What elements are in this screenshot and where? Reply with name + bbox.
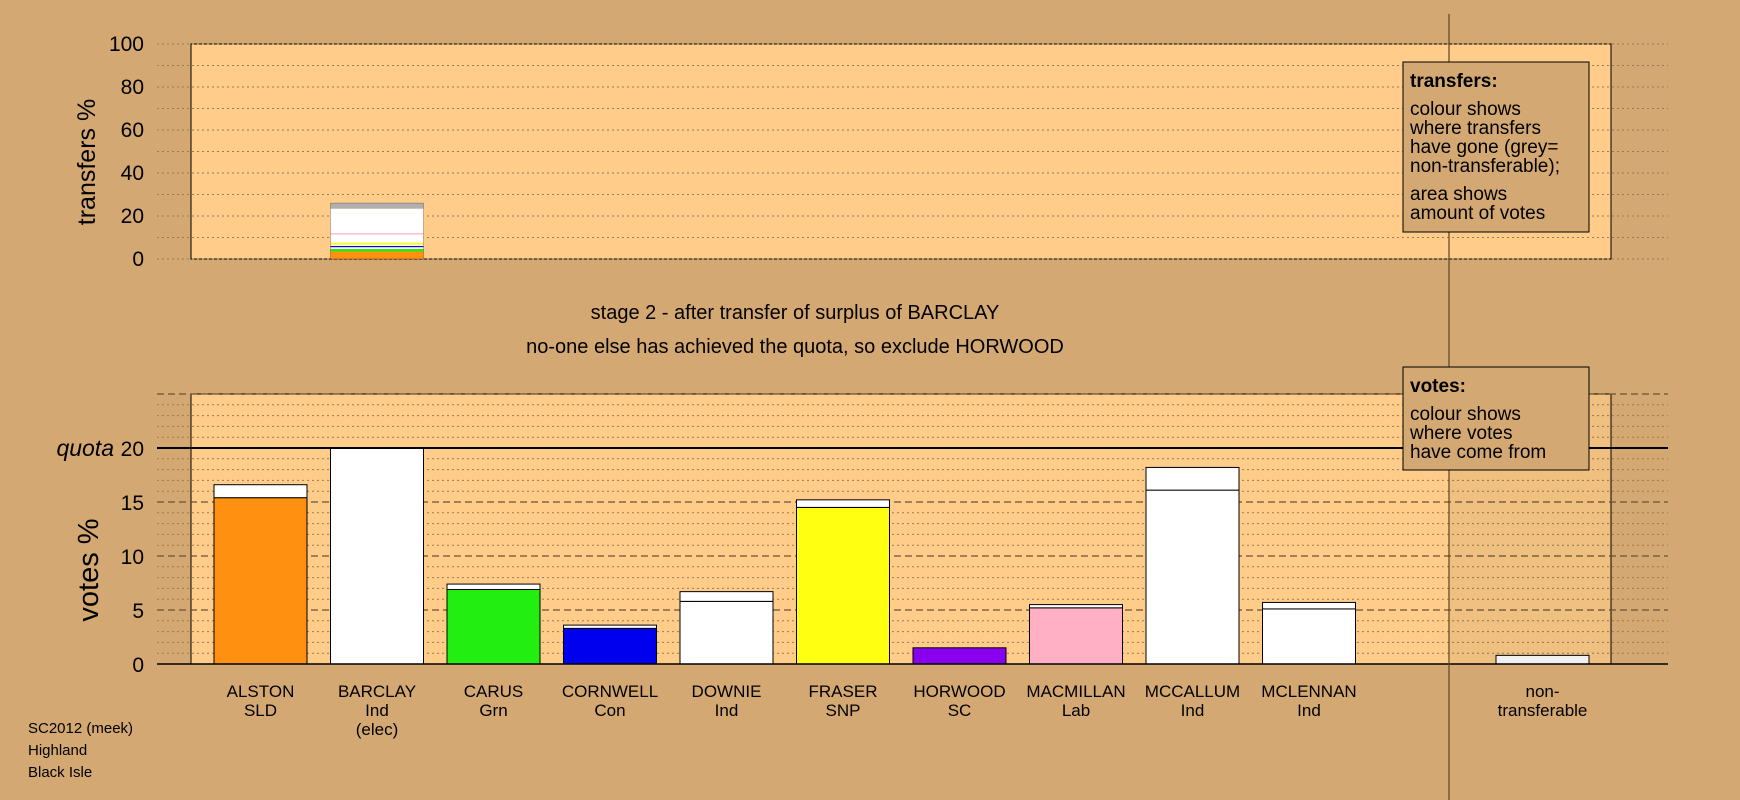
votes-transfer-segment — [1145, 466, 1240, 491]
transfers-legend-line: area shows — [1410, 184, 1507, 205]
votes-bar — [796, 506, 890, 665]
transfer-segment — [330, 247, 424, 249]
transfers-y-ticks: 0 20 40 60 80 100 — [109, 33, 144, 271]
transfers-y-tick-label: 0 — [132, 248, 144, 271]
votes-plot-area — [190, 393, 1612, 665]
transfers-legend: transfers: colour shows where transfers … — [1402, 61, 1590, 233]
transfer-segment — [330, 234, 424, 243]
footer: SC2012 (meek) Highland Black Isle — [28, 718, 133, 784]
votes-y-tick-label: 10 — [121, 546, 144, 569]
transfers-y-axis-label: transfers % — [73, 99, 101, 225]
votes-y-tick-label: 15 — [121, 492, 144, 515]
footer-election: SC2012 (meek) — [28, 720, 134, 737]
votes-bar — [563, 627, 657, 665]
non-transferable-label: non- — [1525, 682, 1559, 701]
votes-bar — [1145, 489, 1240, 665]
candidate-party-label: Con — [594, 701, 625, 720]
votes-y-tick-label: 0 — [132, 654, 144, 677]
transfers-y-tick-label: 60 — [121, 119, 144, 142]
candidate-name-label: ALSTON — [227, 682, 295, 701]
votes-y-axis-label: votes % — [73, 518, 105, 621]
candidate-party-label: SC — [948, 701, 972, 720]
votes-bar — [912, 647, 1007, 665]
transfer-segment — [330, 233, 424, 235]
transfers-legend-box — [1402, 61, 1590, 233]
votes-bar — [330, 447, 424, 665]
transfers-legend-line: amount of votes — [1410, 203, 1545, 224]
transfers-y-tick-label: 100 — [109, 33, 144, 56]
transfers-y-tick-label: 40 — [121, 162, 144, 185]
candidate-party-label: Ind — [715, 701, 739, 720]
votes-legend-line: where votes — [1409, 423, 1512, 444]
votes-transfer-segment — [1262, 601, 1356, 610]
quota-label: quota — [56, 435, 114, 461]
transfers-legend-line: where transfers — [1409, 118, 1541, 139]
votes-legend-title: votes: — [1410, 376, 1466, 397]
transfer-bar-outline — [330, 202, 424, 260]
votes-legend-box — [1402, 366, 1590, 471]
candidate-name-label: BARCLAY — [338, 682, 416, 701]
votes-legend-line: colour shows — [1410, 404, 1521, 425]
transfers-legend-title: transfers: — [1410, 71, 1498, 92]
stage-subtitle: no-one else has achieved the quota, so e… — [526, 336, 1064, 358]
candidate-name-label: CARUS — [464, 682, 524, 701]
votes-y-tick-label: 5 — [132, 600, 144, 623]
non-transferable-label: transferable — [1498, 701, 1588, 720]
candidate-name-label: MCLENNAN — [1261, 682, 1356, 701]
candidate-party-label: Grn — [479, 701, 507, 720]
votes-bar — [1262, 608, 1356, 665]
votes-bars — [213, 447, 1590, 665]
transfers-legend-line: non-transferable); — [1410, 156, 1560, 177]
transfer-segment — [330, 251, 424, 259]
votes-transfer-segment — [796, 499, 890, 508]
candidate-name-label: MCCALLUM — [1145, 682, 1240, 701]
candidate-name-label: DOWNIE — [692, 682, 762, 701]
candidate-status-label: (elec) — [356, 720, 399, 739]
transfer-segment — [330, 245, 424, 248]
transfer-segment — [330, 213, 424, 234]
candidate-name-label: FRASER — [809, 682, 878, 701]
candidate-party-label: Ind — [365, 701, 389, 720]
votes-y-ticks: 0 5 10 15 20 — [121, 438, 144, 677]
transfer-segment — [330, 248, 424, 252]
transfers-bars — [330, 202, 424, 260]
votes-bar — [213, 497, 308, 665]
votes-transfer-segment — [213, 484, 308, 499]
candidate-party-label: Lab — [1062, 701, 1090, 720]
transfers-y-tick-label: 80 — [121, 76, 144, 99]
candidate-party-label: SNP — [826, 701, 861, 720]
transfer-segment — [330, 208, 424, 214]
votes-legend-line: have come from — [1410, 442, 1546, 463]
votes-x-labels: ALSTONSLDBARCLAYInd(elec)CARUSGrnCORNWEL… — [227, 682, 1588, 739]
candidate-name-label: MACMILLAN — [1026, 682, 1125, 701]
votes-transfer-segment — [446, 583, 541, 590]
votes-bar — [679, 600, 774, 665]
transfer-segment — [330, 242, 424, 245]
transfers-chart: 0 20 40 60 80 100 transfers % — [73, 33, 1668, 271]
transfers-legend-line: colour shows — [1410, 99, 1521, 120]
stage-title: stage 2 - after transfer of surplus of B… — [591, 302, 1000, 324]
candidate-party-label: Ind — [1297, 701, 1321, 720]
footer-ward: Black Isle — [28, 764, 93, 781]
candidate-name-label: HORWOOD — [913, 682, 1005, 701]
votes-y-tick-label: 20 — [121, 438, 144, 461]
votes-bar — [1029, 607, 1123, 665]
transfer-segment — [330, 244, 424, 246]
transfers-legend-line: have gone (grey= — [1410, 137, 1558, 158]
footer-council: Highland — [28, 742, 88, 759]
transfers-y-tick-label: 20 — [121, 205, 144, 228]
transfer-segment — [330, 203, 424, 209]
candidate-party-label: Ind — [1181, 701, 1205, 720]
votes-transfer-segment — [679, 591, 774, 602]
candidate-name-label: CORNWELL — [562, 682, 658, 701]
votes-bar — [446, 588, 541, 665]
candidate-party-label: SLD — [244, 701, 277, 720]
votes-transfer-segment — [1029, 604, 1123, 609]
votes-legend: votes: colour shows where votes have com… — [1402, 366, 1590, 471]
votes-transfer-segment — [563, 624, 657, 629]
